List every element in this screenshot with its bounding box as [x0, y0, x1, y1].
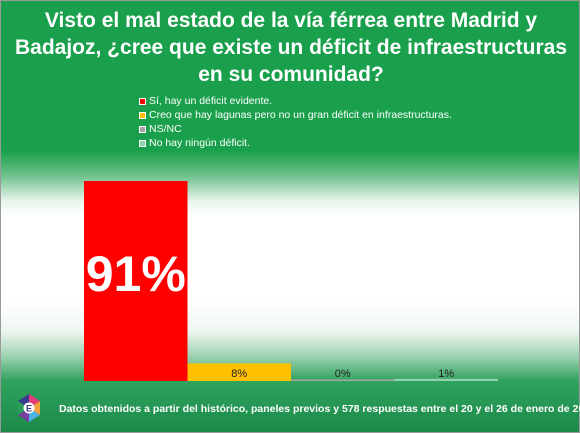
chart-legend: Sí, hay un déficit evidente. Creo que ha…: [139, 94, 452, 150]
logo-letter: E: [26, 404, 32, 414]
legend-item-ns-nc: NS/NC: [139, 122, 452, 136]
bar-value-label-1: 8%: [231, 368, 247, 380]
bar-value-label-2: 0%: [335, 368, 351, 380]
bar-1: [187, 363, 291, 381]
legend-item-no-deficit: No hay ningún déficit.: [139, 136, 452, 150]
legend-swatch-no-deficit: [139, 139, 146, 147]
legend-swatch-ns-nc: [139, 125, 146, 133]
bar-0: [84, 181, 188, 381]
bar-value-label-0: 91%: [86, 246, 186, 302]
chart-title: Visto el mal estado de la vía férrea ent…: [15, 9, 567, 86]
legend-item-si-deficit: Sí, hay un déficit evidente.: [139, 94, 452, 108]
legend-label: NS/NC: [149, 123, 182, 135]
legend-swatch-si-deficit: [139, 97, 146, 105]
legend-label: Sí, hay un déficit evidente.: [149, 95, 273, 107]
electomania-logo-icon: E: [18, 394, 40, 422]
legend-item-lagunas: Creo que hay lagunas pero no un gran déf…: [139, 108, 452, 122]
bar-value-label-3: 1%: [438, 368, 454, 380]
legend-label: No hay ningún déficit.: [149, 137, 250, 149]
footer-note: Datos obtenidos a partir del histórico, …: [59, 403, 580, 415]
legend-swatch-lagunas: [139, 111, 146, 119]
bar-2: [291, 379, 395, 381]
bar-3: [394, 378, 498, 381]
legend-label: Creo que hay lagunas pero no un gran déf…: [149, 109, 452, 121]
